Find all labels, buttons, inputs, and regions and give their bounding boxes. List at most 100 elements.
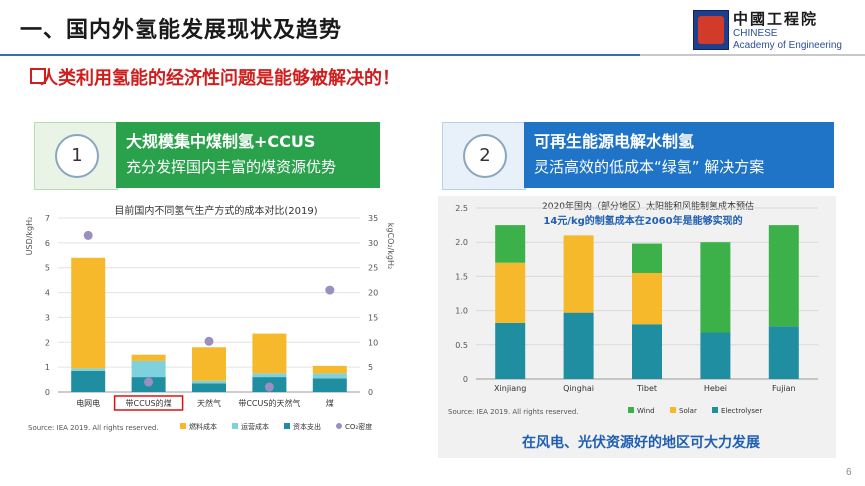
chart1-legend-swatch bbox=[232, 423, 238, 429]
chart1-title: 目前国内不同氢气生产方式的成本对比(2019) bbox=[114, 204, 317, 217]
chart2-category-label: Qinghai bbox=[563, 384, 594, 393]
chart2-bar-segment bbox=[632, 243, 662, 273]
panel1-header bbox=[116, 122, 380, 188]
panel2-subheading: 灵活高效的低成本“绿氢” 解决方案 bbox=[534, 158, 765, 176]
chart2-legend-label: Solar bbox=[679, 407, 697, 415]
panel1-number-badge: 1 bbox=[34, 122, 118, 190]
chart1-category-label: 煤 bbox=[326, 398, 334, 408]
panel2-number: 2 bbox=[463, 134, 507, 178]
chart1-highlight-box bbox=[113, 395, 184, 411]
slide-title: 一、国内外氢能发展现状及趋势 bbox=[20, 18, 343, 43]
logo-chinese-text: 中國工程院 bbox=[733, 10, 819, 28]
slide-subtitle: 人类利用氢能的经济性问题是能够被解决的！ bbox=[40, 68, 400, 89]
chart2-legend-swatch bbox=[712, 407, 718, 413]
chart2-bar-segment bbox=[632, 324, 662, 379]
panel2-number-badge: 2 bbox=[442, 122, 526, 190]
chart1-y-tick: 1 bbox=[45, 363, 50, 372]
chart1-y2-tick: 30 bbox=[368, 239, 378, 248]
chart2-category-label: Fujian bbox=[772, 384, 796, 393]
chart1-legend-label: 资本支出 bbox=[293, 422, 321, 431]
chart1-bar-segment bbox=[131, 354, 166, 361]
chart1-bar-segment bbox=[192, 383, 226, 392]
chart1-bar-segment bbox=[312, 378, 347, 392]
chart2-bar-segment bbox=[563, 235, 594, 313]
chart1-y2-tick: 25 bbox=[368, 264, 378, 273]
chart1-legend: 燃料成本 运营成本 资本支出 CO₂密度 bbox=[180, 422, 372, 431]
panel2-header bbox=[524, 122, 834, 188]
chart1-y2-tick: 35 bbox=[368, 214, 378, 223]
chart2-legend-swatch bbox=[628, 407, 634, 413]
chart1-legend-label: CO₂密度 bbox=[345, 422, 372, 431]
chart1-legend-label: 运营成本 bbox=[241, 422, 269, 431]
chart2-bar-segment bbox=[495, 262, 526, 323]
logo-english-line2: Academy of Engineering bbox=[733, 40, 842, 51]
chart2-y-tick: 1.5 bbox=[455, 272, 468, 281]
chart1-legend-swatch bbox=[336, 423, 342, 429]
chart1-y-axis-label: USD/kgH₂ bbox=[25, 217, 34, 256]
chart1-legend-swatch bbox=[284, 423, 290, 429]
chart2-source: Source: IEA 2019. All rights reserved. bbox=[448, 408, 579, 416]
chart2-bar-segment bbox=[700, 332, 731, 379]
chart2-bars bbox=[495, 225, 799, 379]
chart2-bar-segment bbox=[495, 225, 526, 263]
chart2-y-tick: 2.0 bbox=[455, 238, 468, 247]
chart2-y-tick: 0 bbox=[463, 375, 468, 384]
logo-english-line1: CHINESE bbox=[733, 28, 778, 39]
title-divider-accent bbox=[0, 54, 640, 56]
chart1-legend-swatch bbox=[180, 423, 186, 429]
chart1-co2-point bbox=[83, 230, 93, 240]
chart2-bar-segment bbox=[700, 242, 731, 333]
chart1-y2-axis-label: kgCO₂/kgH₂ bbox=[386, 223, 395, 269]
chart1-legend-label: 燃料成本 bbox=[189, 422, 217, 431]
chart1-bar-segment bbox=[71, 257, 106, 369]
chart1-bar-segment bbox=[71, 370, 106, 392]
chart1-categories: 电网电 带CCUS的煤 天然气 带CCUS的天然气 煤 bbox=[76, 398, 334, 408]
panel2-caption: 在风电、光伏资源好的地区可大力发展 bbox=[522, 435, 760, 451]
chart1-y2-tick: 20 bbox=[368, 289, 378, 298]
chart2-category-label: Hebei bbox=[704, 384, 727, 393]
chart1-y-tick: 6 bbox=[45, 239, 50, 248]
cae-logo-emblem-inner bbox=[698, 16, 724, 44]
chart2-category-label: Xinjiang bbox=[494, 384, 526, 393]
chart2-bar-segment bbox=[563, 312, 594, 379]
chart1-y-tick: 5 bbox=[45, 264, 50, 273]
chart1-y-tick: 3 bbox=[45, 313, 50, 322]
chart2-bar-segment bbox=[768, 225, 799, 327]
panel1-number: 1 bbox=[55, 134, 99, 178]
chart2-bar-segment bbox=[495, 322, 526, 379]
chart-renewable-cost: 2020年国内（部分地区）太阳能和风能制氢成本预估 14元/kg的制氢成本在20… bbox=[448, 200, 818, 416]
chart2-title: 2020年国内（部分地区）太阳能和风能制氢成本预估 bbox=[542, 200, 754, 212]
subtitle-bullet-icon bbox=[30, 68, 46, 84]
chart2-category-label: Tibet bbox=[636, 384, 657, 393]
chart1-co2-point bbox=[204, 336, 214, 346]
chart1-bars bbox=[71, 257, 347, 392]
chart1-y2-tick: 10 bbox=[368, 338, 378, 347]
chart-cost-comparison: 目前国内不同氢气生产方式的成本对比(2019) USD/kgH₂ kgCO₂/k… bbox=[25, 204, 395, 432]
chart2-y-tick: 2.5 bbox=[455, 204, 468, 213]
chart2-y-tick: 1.0 bbox=[455, 307, 468, 316]
chart2-bar-segment bbox=[768, 326, 799, 379]
chart1-category-label: 带CCUS的煤 bbox=[126, 398, 172, 408]
chart1-bar-segment bbox=[252, 373, 287, 378]
chart1-y2-tick: 15 bbox=[368, 313, 378, 322]
chart1-bar-segment bbox=[252, 333, 287, 374]
chart1-co2-point bbox=[264, 382, 274, 392]
chart1-y-tick: 7 bbox=[45, 214, 50, 223]
chart1-y2-tick: 0 bbox=[368, 388, 373, 397]
chart1-bar-segment bbox=[312, 373, 347, 379]
chart2-legend-label: Electrolyser bbox=[721, 407, 762, 415]
chart1-bar-segment bbox=[312, 365, 347, 374]
chart1-scatter bbox=[83, 230, 335, 392]
chart2-categories: Xinjiang Qinghai Tibet Hebei Fujian bbox=[494, 384, 796, 393]
chart1-category-label: 带CCUS的天然气 bbox=[238, 398, 300, 408]
chart1-co2-point bbox=[144, 377, 154, 387]
chart2-legend: Wind Solar Electrolyser bbox=[628, 407, 762, 415]
chart1-category-label: 电网电 bbox=[76, 398, 100, 408]
chart1-bar-segment bbox=[192, 380, 226, 384]
page-number: 6 bbox=[846, 467, 852, 478]
chart1-source: Source: IEA 2019. All rights reserved. bbox=[28, 424, 159, 432]
panel1-heading: 大规模集中煤制氢+CCUS bbox=[126, 132, 316, 151]
chart1-co2-point bbox=[325, 285, 335, 295]
chart1-bar-segment bbox=[71, 368, 106, 371]
chart2-annotation: 14元/kg的制氢成本在2060年是能够实现的 bbox=[543, 214, 742, 227]
